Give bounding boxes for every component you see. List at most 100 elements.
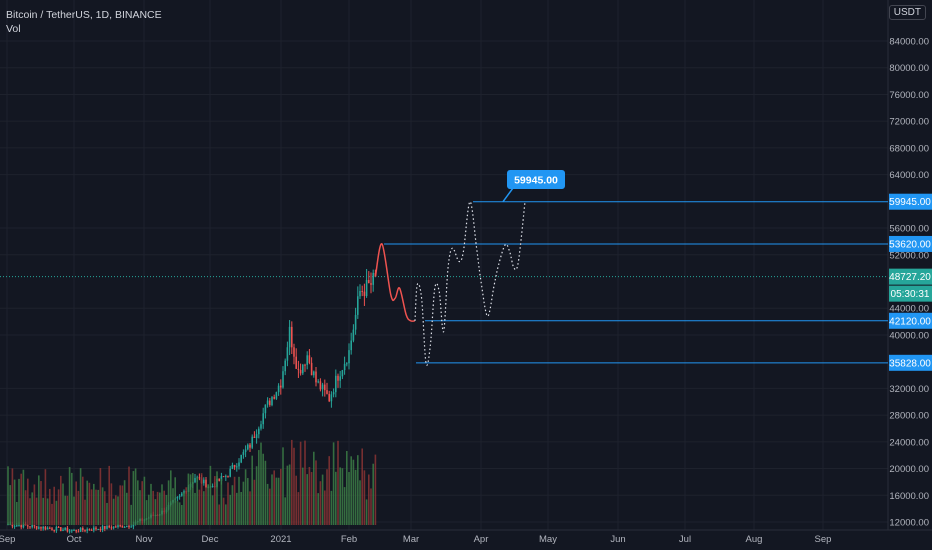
volume-bar [370,488,372,525]
volume-bar [326,469,328,525]
volume-bar [22,469,25,525]
candle-body [315,371,317,383]
candle-body [13,525,16,527]
volume-bar [119,485,121,525]
volume-bar [183,492,185,525]
candle-body [57,526,60,528]
candle-body [262,413,264,425]
volume-bar [106,502,108,525]
candle-body [293,347,295,357]
volume-bar [286,465,289,525]
candle-body [181,493,183,496]
volume-bar [64,495,66,525]
volume-bar [51,503,53,525]
price-tick-label: 28000.00 [889,411,929,422]
candle-body [275,392,278,399]
volume-bar [18,478,20,525]
projection-path-red[interactable] [374,243,416,322]
volume-bar [79,468,82,525]
candle-body [337,375,339,381]
volume-bar [88,482,91,525]
volume-bar [145,500,148,525]
candle-body [225,475,227,477]
candle-body [176,496,179,499]
candle-body [288,326,291,348]
volume-bar [84,499,86,525]
time-tick-label: Sep [815,534,832,545]
volume-bar [330,490,333,525]
candle-body [115,526,117,528]
candle-body [16,525,18,527]
candle-body [42,526,44,529]
price-tick-label: 84000.00 [889,37,929,48]
volume-bar [110,483,113,525]
candle-body [247,444,249,450]
candle-body [222,476,225,478]
candle-body [60,527,62,532]
volume-bar [350,456,352,525]
volume-bar [60,475,62,525]
volume-bar [170,470,172,525]
candle-body [363,291,366,296]
volume-bar [343,487,346,525]
volume-bar [178,502,181,525]
candle-body [117,525,119,528]
candle-body [310,362,313,376]
callout-box[interactable] [507,170,565,189]
volume-bar [295,475,297,525]
volume-bar [346,450,348,525]
candle-body [295,356,297,369]
volume-bar [335,471,337,525]
volume-bar [354,469,357,525]
volume-bar [187,473,190,525]
volume-bar [269,488,271,525]
volume-bar [132,471,135,525]
projection-path-dotted[interactable] [414,201,526,366]
volume-bar [117,496,119,525]
candle-body [84,530,86,532]
volume-bar [161,484,163,525]
volume-bar [271,474,273,525]
price-tick-label: 72000.00 [889,117,929,128]
currency-badge[interactable]: USDT [888,5,926,20]
volume-bar [227,482,229,525]
volume-bar [42,497,44,525]
volume-bar [262,453,264,525]
time-tick-label: Apr [474,534,489,545]
candle-body [253,436,256,439]
volume-bar [68,467,71,525]
candle-body [321,384,324,390]
candle-body [53,529,55,531]
candle-body [357,296,359,315]
price-tick-label: 76000.00 [889,90,929,101]
volume-bar [141,481,143,525]
volume-bar [143,476,146,525]
candle-body [123,527,126,529]
volume-bar [368,474,370,525]
volume-bar [214,476,216,525]
volume-study-label[interactable]: Vol [6,23,21,35]
candle-body [229,468,231,477]
candle-body [99,528,102,530]
volume-bar [44,469,47,525]
volume-bar [264,460,267,525]
candle-body [304,364,306,366]
price-tick-label: 16000.00 [889,491,929,502]
candle-body [297,368,300,370]
volume-bar [121,485,124,525]
candle-body [372,272,374,285]
volume-bar [75,481,77,525]
candle-body [66,527,69,532]
volume-bar [247,478,249,525]
candle-body [244,449,247,453]
symbol-title[interactable]: Bitcoin / TetherUS, 1D, BINANCE [6,9,162,21]
level-price-badge-bg [889,354,932,371]
callout-pointer [502,187,514,203]
candle-body [51,528,53,530]
volume-bar [156,491,159,525]
candle-body [31,525,33,528]
candle-body [82,527,84,531]
candle-body [231,464,234,469]
